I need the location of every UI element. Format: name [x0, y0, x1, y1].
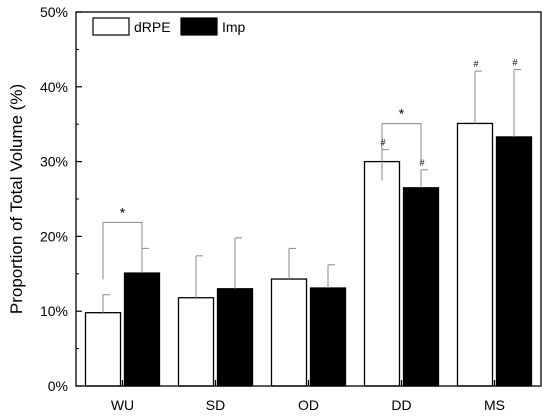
y-tick-label: 10%: [40, 303, 68, 319]
significance-marker: *: [120, 204, 126, 220]
bar-imp-od: [309, 287, 347, 387]
hash-marker-imp-dd: #: [419, 158, 424, 168]
significance-bracket: [102, 221, 143, 280]
x-tick-label-dd: DD: [391, 397, 411, 413]
plot-area: [84, 69, 533, 387]
x-tick-label-ms: MS: [484, 397, 505, 413]
bar-drpe-wu: [84, 312, 122, 387]
bar-imp-ms: [495, 136, 533, 387]
bar-imp-dd: [402, 187, 440, 387]
bar-imp-sd: [216, 288, 254, 387]
bar-drpe-ms: [456, 122, 494, 387]
legend-swatch-imp: [180, 17, 218, 36]
bar-drpe-od: [270, 278, 308, 387]
bar-drpe-sd: [177, 297, 215, 387]
x-tick-label-od: OD: [298, 397, 319, 413]
axes: 0% 10% 20% 30% 40% 50% WU SD OD DD MS: [40, 4, 542, 413]
y-tick-label: 0%: [48, 378, 68, 394]
x-tick-label-wu: WU: [111, 397, 134, 413]
bar-drpe-dd: [363, 160, 401, 387]
legend-label-imp: Imp: [222, 19, 246, 35]
hash-marker-imp-ms: #: [512, 58, 517, 68]
y-tick-label: 20%: [40, 228, 68, 244]
y-tick-label: 40%: [40, 79, 68, 95]
significance-bracket: [381, 123, 422, 181]
bar-imp-wu: [123, 272, 161, 387]
significance-marker: *: [399, 106, 405, 122]
legend: dRPE Imp: [92, 17, 246, 36]
y-tick-label: 50%: [40, 4, 68, 20]
hash-marker-drpe-ms: #: [473, 59, 478, 69]
legend-swatch-drpe: [92, 17, 130, 36]
y-axis-label: Proportion of Total Volume (%): [7, 84, 26, 314]
x-tick-label-sd: SD: [206, 397, 225, 413]
legend-label-drpe: dRPE: [134, 19, 171, 35]
annotations: * * # # # #: [102, 58, 518, 280]
hash-marker-drpe-dd: #: [380, 138, 385, 148]
y-tick-label: 30%: [40, 154, 68, 170]
